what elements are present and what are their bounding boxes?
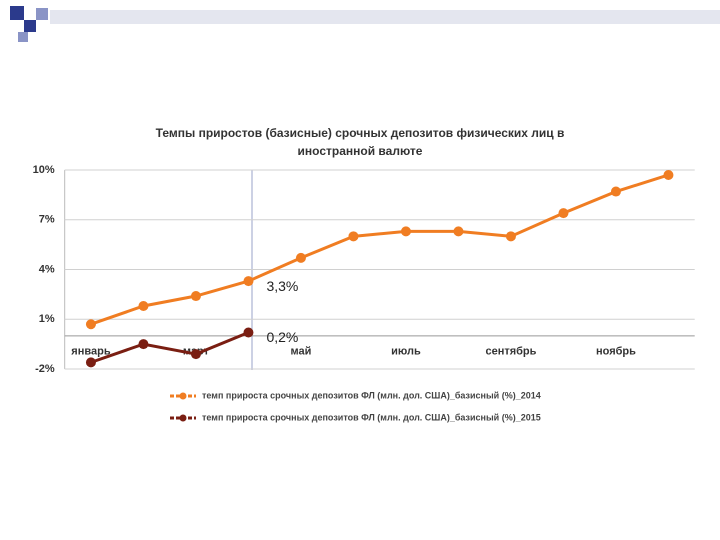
legend-label: темп прироста срочных депозитов ФЛ (млн.… <box>202 390 541 400</box>
x-tick-label: январь <box>71 346 111 358</box>
point <box>190 349 201 360</box>
chart-title: Темпы приростов (базисные) срочных депоз… <box>155 126 565 158</box>
y-tick-label: 7% <box>39 214 55 226</box>
point <box>138 339 149 350</box>
y-tick-label: -2% <box>35 363 55 375</box>
point <box>243 276 254 287</box>
legend-marker <box>179 414 187 422</box>
data-label: 0,2% <box>266 329 298 345</box>
point <box>85 319 96 330</box>
point <box>295 252 306 263</box>
x-tick-label: сентябрь <box>485 346 536 358</box>
y-tick-label: 10% <box>33 164 55 176</box>
legend-marker <box>179 392 187 400</box>
x-tick-label: май <box>291 346 312 358</box>
deco-square <box>10 6 24 20</box>
deco-square <box>24 20 36 32</box>
deco-square <box>36 8 48 20</box>
deco-square <box>18 32 28 42</box>
decoration <box>10 6 720 370</box>
point <box>610 186 621 197</box>
point <box>400 226 411 237</box>
x-tick-label: ноябрь <box>596 346 636 358</box>
point <box>505 231 516 242</box>
point <box>453 226 464 237</box>
point <box>243 327 254 338</box>
series-line <box>90 173 669 326</box>
y-tick-label: 4% <box>39 263 55 275</box>
point <box>558 208 569 219</box>
x-tick-label: июль <box>391 346 421 358</box>
point <box>348 231 359 242</box>
data-label: 3,3% <box>266 278 298 294</box>
point <box>663 169 674 180</box>
series-line <box>90 331 250 364</box>
point <box>138 300 149 311</box>
deco-bar <box>50 10 720 24</box>
point <box>85 357 96 368</box>
legend-label: темп прироста срочных депозитов ФЛ (млн.… <box>202 412 541 422</box>
point <box>190 291 201 302</box>
y-tick-label: 1% <box>39 313 55 325</box>
